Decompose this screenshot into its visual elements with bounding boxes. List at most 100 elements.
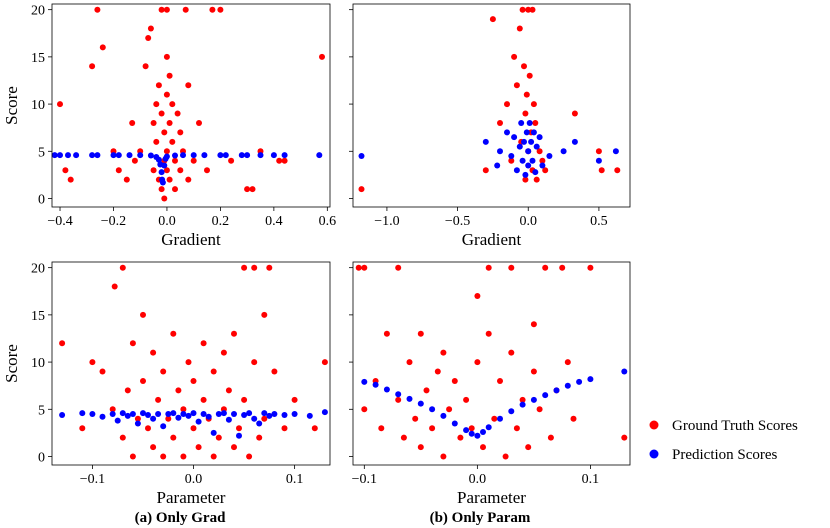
panel-param-parameter: −0.1 0.0 0.1 Parameter bbox=[349, 261, 631, 507]
prediction-scores-point bbox=[190, 410, 197, 417]
ground-truth-scores-point bbox=[457, 434, 464, 441]
prediction-scores-point bbox=[530, 129, 537, 136]
ground-truth-scores-point bbox=[504, 101, 510, 108]
ground-truth-scores-point bbox=[220, 349, 227, 356]
ground-truth-scores-point bbox=[241, 264, 248, 271]
series-ground-truth-scores bbox=[355, 264, 628, 460]
prediction-scores-point bbox=[140, 410, 146, 417]
ground-truth-scores-point bbox=[160, 453, 167, 460]
ground-truth-scores-point bbox=[236, 425, 242, 432]
x-tick-label: 0.2 bbox=[212, 214, 230, 229]
ground-truth-scores-point bbox=[169, 138, 176, 145]
prediction-scores-point bbox=[99, 413, 106, 420]
prediction-scores-point bbox=[257, 152, 264, 159]
prediction-scores-point bbox=[485, 424, 492, 431]
prediction-scores-point bbox=[79, 410, 86, 417]
ground-truth-scores-point bbox=[129, 340, 136, 347]
ground-truth-scores-point bbox=[99, 368, 106, 375]
prediction-scores-point bbox=[251, 415, 258, 422]
ground-truth-scores-point bbox=[417, 444, 424, 451]
panel-grad-parameter: −0.1 0.0 0.1 0 5 10 15 20 Parameter Score bbox=[2, 261, 331, 507]
prediction-scores-point bbox=[94, 152, 101, 159]
ground-truth-scores-point bbox=[180, 406, 187, 413]
prediction-scores-point bbox=[497, 148, 503, 155]
prediction-scores-point bbox=[546, 153, 553, 159]
ground-truth-scores-point bbox=[145, 35, 152, 41]
prediction-scores-point bbox=[185, 412, 192, 419]
ground-truth-scores-point bbox=[182, 6, 189, 13]
ground-truth-scores-point bbox=[89, 359, 96, 366]
prediction-scores-point bbox=[147, 152, 154, 159]
ground-truth-scores-point bbox=[378, 425, 385, 432]
ground-truth-scores-point bbox=[281, 157, 288, 164]
x-tick-label: 0.0 bbox=[469, 472, 487, 487]
prediction-scores-point bbox=[612, 148, 619, 155]
ground-truth-scores-point bbox=[434, 368, 441, 375]
ground-truth-scores-point bbox=[249, 186, 256, 193]
prediction-scores-point bbox=[508, 153, 515, 159]
ground-truth-scores-point bbox=[358, 186, 365, 193]
x-tick-label: 0.4 bbox=[265, 214, 283, 229]
prediction-scores-point bbox=[158, 169, 165, 176]
plot-frame bbox=[352, 3, 631, 208]
ground-truth-scores-point bbox=[361, 406, 368, 413]
ground-truth-scores-point bbox=[271, 368, 278, 375]
ground-truth-scores-point bbox=[536, 406, 543, 413]
ground-truth-scores-point bbox=[519, 6, 526, 13]
ground-truth-scores-point bbox=[111, 283, 118, 290]
ground-truth-scores-point bbox=[150, 167, 157, 174]
prediction-scores-point bbox=[256, 420, 263, 427]
ground-truth-scores-point bbox=[62, 167, 69, 174]
y-tick-label: 10 bbox=[31, 356, 45, 371]
y-tick-label: 20 bbox=[31, 4, 45, 19]
ground-truth-scores-point bbox=[67, 176, 74, 183]
prediction-scores-point bbox=[417, 400, 424, 407]
ground-truth-scores-point bbox=[153, 101, 160, 108]
prediction-scores-point bbox=[519, 401, 526, 408]
prediction-scores-point bbox=[542, 392, 549, 399]
ground-truth-scores-point bbox=[598, 167, 605, 174]
prediction-scores-point bbox=[372, 381, 379, 388]
ground-truth-scores-point bbox=[497, 120, 503, 126]
prediction-scores-point bbox=[201, 152, 208, 159]
ground-truth-scores-point bbox=[160, 368, 167, 375]
ground-truth-scores-point bbox=[131, 157, 138, 164]
ground-truth-scores-point bbox=[417, 330, 424, 337]
ground-truth-scores-point bbox=[400, 434, 407, 441]
y-tick-label: 0 bbox=[38, 193, 45, 208]
prediction-scores-point bbox=[65, 152, 71, 159]
ground-truth-scores-point bbox=[155, 396, 162, 403]
ground-truth-scores-point bbox=[89, 63, 96, 70]
prediction-scores-point bbox=[200, 411, 207, 417]
legend-label-prediction: Prediction Scores bbox=[672, 447, 778, 463]
ground-truth-scores-point bbox=[172, 186, 178, 193]
prediction-scores-point bbox=[129, 411, 136, 417]
ground-truth-scores-point bbox=[109, 406, 116, 413]
ground-truth-scores-point bbox=[395, 396, 402, 403]
x-tick-label: 0.0 bbox=[185, 472, 203, 487]
y-tick-label: 5 bbox=[38, 145, 45, 160]
ground-truth-scores-point bbox=[614, 167, 621, 174]
ground-truth-scores-point bbox=[123, 176, 130, 183]
ground-truth-scores-point bbox=[79, 425, 86, 432]
prediction-scores-point bbox=[238, 152, 245, 159]
prediction-scores-point bbox=[110, 152, 117, 159]
ground-truth-scores-point bbox=[474, 293, 481, 299]
prediction-scores-point bbox=[281, 412, 288, 418]
x-tick-label: 0.1 bbox=[582, 472, 600, 487]
prediction-scores-point bbox=[560, 148, 567, 155]
ground-truth-scores-point bbox=[497, 378, 503, 384]
prediction-scores-point bbox=[163, 153, 170, 160]
caption-a: (a) Only Grad bbox=[135, 510, 226, 526]
ground-truth-scores-point bbox=[480, 444, 486, 451]
prediction-scores-point bbox=[316, 152, 323, 159]
x-tick-label: −0.2 bbox=[101, 214, 126, 229]
ground-truth-scores-point bbox=[266, 264, 273, 271]
ground-truth-scores-point bbox=[529, 6, 536, 13]
ground-truth-scores-point bbox=[166, 72, 173, 79]
prediction-scores-point bbox=[468, 430, 475, 437]
ground-truth-scores-point bbox=[513, 82, 520, 89]
ground-truth-scores-point bbox=[523, 91, 530, 98]
prediction-scores-point bbox=[231, 411, 237, 417]
prediction-scores-point bbox=[522, 171, 529, 178]
